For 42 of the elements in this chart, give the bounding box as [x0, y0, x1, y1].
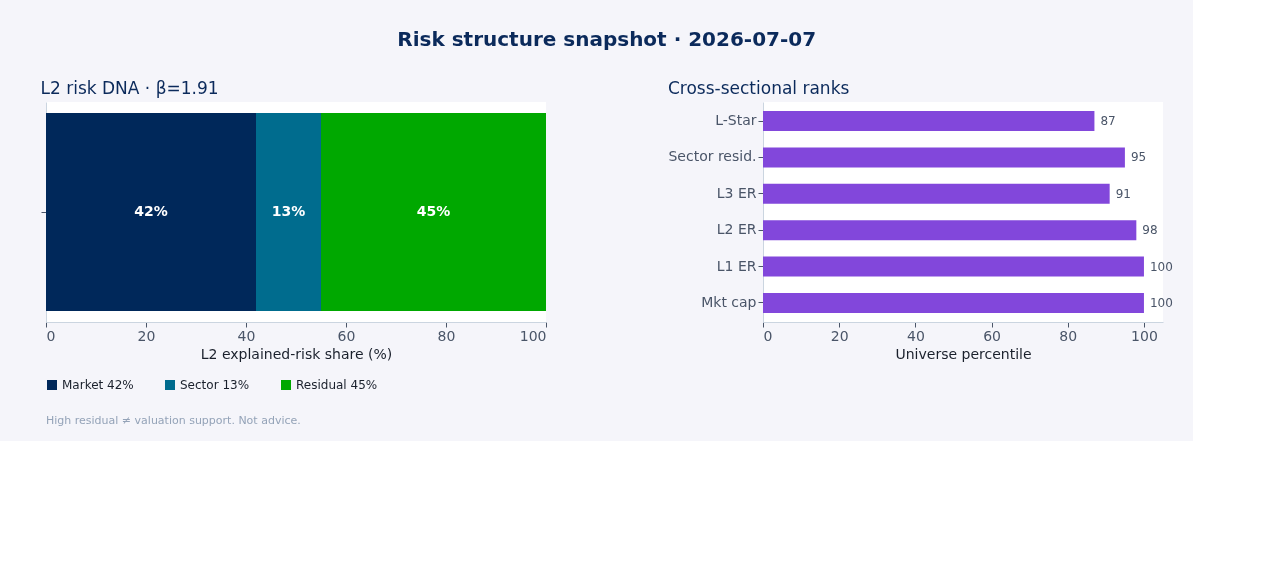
text: Risk structure snapshot · 2026-07-07 — [397, 27, 817, 51]
x-tick-label: 100 — [1131, 327, 1158, 344]
y-tick-label: L3 ER — [716, 184, 757, 201]
bar — [763, 111, 1095, 132]
x-tick-label: 0 — [763, 327, 773, 344]
chart-title: Cross-sectional ranks — [667, 78, 850, 98]
x-tick-label: 20 — [137, 327, 156, 344]
data-label: 100 — [1149, 259, 1173, 274]
bar — [763, 292, 1144, 313]
data-label: 87 — [1100, 114, 1116, 129]
data-label: 45% — [416, 203, 451, 219]
y-tick-label: L1 ER — [716, 257, 757, 274]
x-tick-label: 40 — [906, 327, 925, 344]
x-tick-label: 20 — [830, 327, 849, 344]
y-tick-label: Mkt cap — [701, 293, 757, 310]
data-label: 100 — [1149, 295, 1173, 310]
data-label: 95 — [1130, 150, 1147, 165]
legend-label: Market 42% — [62, 378, 134, 392]
bar — [763, 183, 1110, 204]
x-tick-label: 80 — [437, 327, 456, 344]
x-tick-label: 40 — [237, 327, 256, 344]
bar — [763, 147, 1125, 168]
data-label: 42% — [134, 203, 168, 219]
legend-label: Residual 45% — [296, 378, 378, 392]
x-axis-title: Universe percentile — [895, 345, 1032, 362]
data-label: 13% — [271, 203, 306, 219]
chart-subtitle: L2 risk DNA · β=1.91 — [40, 78, 219, 98]
x-tick-label: 100 — [519, 327, 547, 344]
legend-label: Sector 13% — [180, 378, 250, 392]
y-tick-label: Sector resid. — [668, 148, 757, 165]
x-tick-label: 60 — [983, 327, 1001, 344]
data-label: 91 — [1115, 186, 1131, 201]
bar — [763, 256, 1144, 277]
text: High residual ≠ valuation support. Not advice. — [46, 414, 301, 427]
x-tick-label: 60 — [337, 327, 356, 344]
x-axis-title: L2 explained-risk share (%) — [200, 345, 393, 362]
x-tick-label: 0 — [46, 327, 56, 344]
data-label: 98 — [1142, 223, 1158, 238]
y-tick-label: L2 ER — [716, 221, 757, 238]
bar — [763, 220, 1137, 241]
x-tick-label: 80 — [1059, 327, 1078, 344]
y-tick-label: L-Star — [715, 112, 757, 129]
